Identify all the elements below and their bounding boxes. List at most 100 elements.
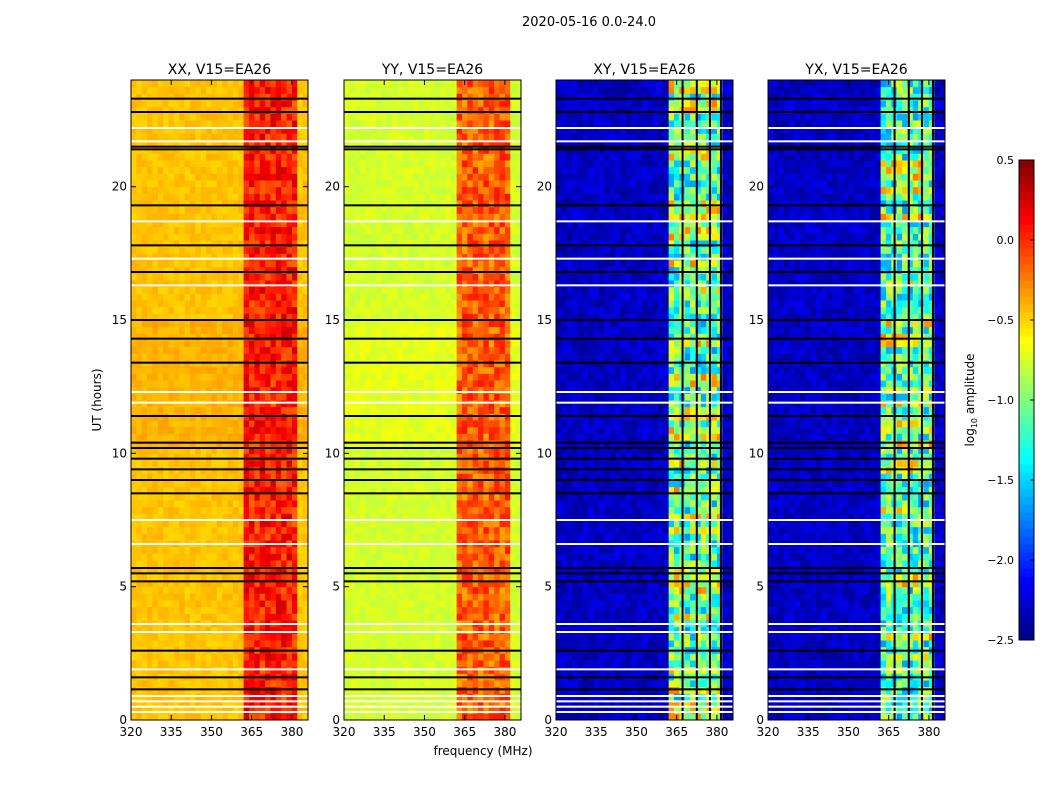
heatmap-cell <box>254 586 261 594</box>
heatmap-cell <box>200 200 207 208</box>
heatmap-cell <box>286 573 293 581</box>
heatmap-cell <box>238 453 245 461</box>
heatmap-cell <box>163 380 170 388</box>
heatmap-cell <box>243 106 250 114</box>
heatmap-cell <box>259 240 266 248</box>
heatmap-cell <box>392 313 399 321</box>
heatmap-cell <box>259 713 266 721</box>
heatmap-cell <box>141 380 148 388</box>
heatmap-cell <box>286 93 293 101</box>
heatmap-cell <box>424 613 431 621</box>
heatmap-cell <box>147 606 153 614</box>
heatmap-cell <box>200 133 207 141</box>
heatmap-cell <box>365 606 372 614</box>
heatmap-cell <box>195 320 202 328</box>
heatmap-cell <box>429 200 436 208</box>
heatmap-cell <box>222 553 229 561</box>
heatmap-cell <box>381 160 388 168</box>
heatmap-cell <box>131 200 137 208</box>
heatmap-cell <box>365 566 372 574</box>
heatmap-cell <box>403 120 409 128</box>
heatmap-cell <box>190 86 196 94</box>
heatmap-cell <box>408 593 415 601</box>
heatmap-cell <box>286 273 293 281</box>
heatmap-cell <box>386 286 393 294</box>
heatmap-cell <box>249 446 255 454</box>
heatmap-cell <box>275 113 282 121</box>
heatmap-cell <box>392 700 399 708</box>
heatmap-cell <box>413 433 420 441</box>
heatmap-cell <box>370 480 377 488</box>
heatmap-cell <box>190 113 196 121</box>
heatmap-cell <box>152 140 159 148</box>
heatmap-cell <box>302 453 309 461</box>
heatmap-cell <box>424 193 431 201</box>
heatmap-cell <box>297 206 304 214</box>
heatmap-cell <box>254 346 261 354</box>
heatmap-cell <box>297 233 304 241</box>
heatmap-cell <box>238 353 245 361</box>
heatmap-cell <box>429 506 436 514</box>
heatmap-cell <box>136 553 143 561</box>
heatmap-cell <box>376 506 383 514</box>
heatmap-cell <box>179 566 186 574</box>
heatmap-cell <box>259 566 266 574</box>
heatmap-cell <box>408 520 415 528</box>
heatmap-cell <box>173 486 180 494</box>
heatmap-cell <box>173 366 180 374</box>
heatmap-cell <box>168 660 175 668</box>
heatmap-cell <box>184 700 191 708</box>
heatmap-cell <box>365 493 372 501</box>
heatmap-cell <box>424 120 431 128</box>
heatmap-cell <box>152 120 159 128</box>
heatmap-cell <box>190 486 196 494</box>
heatmap-cell <box>286 613 293 621</box>
heatmap-cell <box>424 386 431 394</box>
heatmap-cell <box>270 273 277 281</box>
heatmap-cell <box>173 626 180 634</box>
heatmap-cell <box>424 453 431 461</box>
heatmap-cell <box>206 246 212 254</box>
heatmap-cell <box>275 580 282 588</box>
heatmap-cell <box>386 373 393 381</box>
heatmap-cell <box>157 500 164 508</box>
heatmap-cell <box>179 593 186 601</box>
heatmap-cell <box>136 153 143 161</box>
heatmap-cell <box>249 500 255 508</box>
heatmap-cell <box>195 226 202 234</box>
heatmap-cell <box>211 153 218 161</box>
heatmap-cell <box>238 600 245 608</box>
heatmap-cell <box>381 406 388 414</box>
heatmap-cell <box>152 706 159 714</box>
heatmap-cell <box>206 300 212 308</box>
heatmap-cell <box>184 680 191 688</box>
heatmap-cell <box>249 160 255 168</box>
heatmap-cell <box>413 480 420 488</box>
heatmap-cell <box>249 640 255 648</box>
heatmap-cell <box>195 340 202 348</box>
heatmap-cell <box>238 446 245 454</box>
heatmap-cell <box>265 566 271 574</box>
heatmap-cell <box>365 486 372 494</box>
heatmap-cell <box>163 200 170 208</box>
heatmap-cell <box>381 433 388 441</box>
heatmap-cell <box>291 160 298 168</box>
heatmap-cell <box>354 326 361 334</box>
heatmap-cell <box>424 366 431 374</box>
heatmap-cell <box>381 613 388 621</box>
heatmap-cell <box>403 533 409 541</box>
heatmap-cell <box>141 333 148 341</box>
heatmap-cell <box>163 293 170 301</box>
heatmap-cell <box>349 706 356 714</box>
heatmap-cell <box>370 606 377 614</box>
heatmap-cell <box>302 553 309 561</box>
heatmap-cell <box>360 313 366 321</box>
heatmap-cell <box>249 153 255 161</box>
heatmap-cell <box>243 593 250 601</box>
heatmap-cell <box>275 246 282 254</box>
heatmap-cell <box>232 266 239 274</box>
heatmap-cell <box>179 546 186 554</box>
heatmap-cell <box>147 86 153 94</box>
heatmap-cell <box>131 426 137 434</box>
heatmap-cell <box>157 526 164 534</box>
